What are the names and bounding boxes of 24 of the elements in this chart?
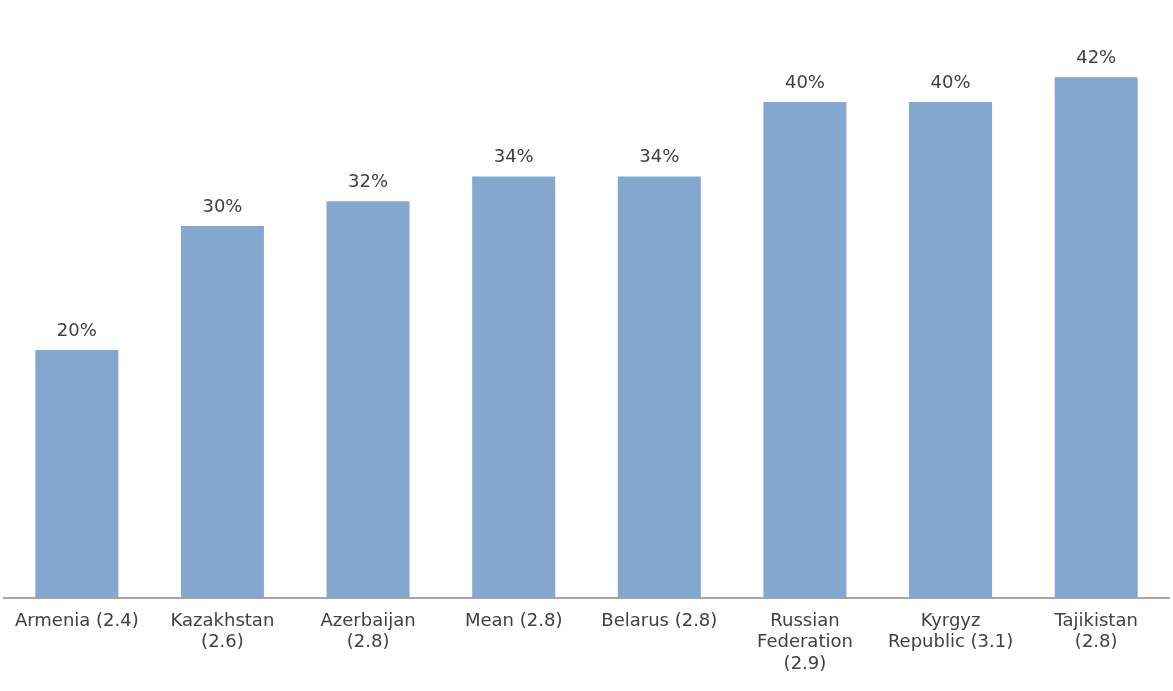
bar [35,350,119,599]
bar [1054,77,1138,599]
data-label: 34% [493,145,534,167]
x-tick-label: Kazakhstan (2.6) [170,608,275,652]
bar [763,102,847,599]
data-label: 30% [202,194,243,216]
x-tick-label: Azerbaijan (2.8) [320,608,416,652]
bar [180,226,264,599]
bar [326,201,410,599]
x-tick-label: Kyrgyz Republic (3.1) [887,608,1014,652]
x-tick-label: Tajikistan (2.8) [1053,608,1138,652]
x-tick-label: Mean (2.8) [464,608,563,630]
bar [617,176,701,599]
data-label: 40% [930,70,971,92]
bar [472,176,556,599]
bar [909,102,993,599]
x-tick-label: Russian Federation (2.9) [757,608,853,673]
data-label: 34% [639,145,680,167]
x-tick-label: Armenia (2.4) [14,608,139,630]
data-label: 20% [56,318,97,340]
data-label: 42% [1076,45,1117,67]
data-label: 32% [348,169,389,191]
data-label: 40% [784,70,825,92]
x-tick-label: Belarus (2.8) [601,608,718,630]
